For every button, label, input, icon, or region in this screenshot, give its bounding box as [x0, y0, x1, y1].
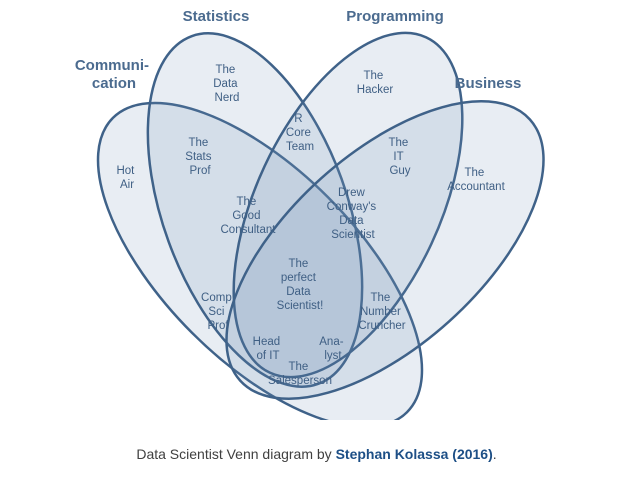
- set-label-business: Business: [455, 75, 522, 92]
- region-analyst: Ana- lyst: [319, 336, 347, 362]
- region-r-core-team: R Core Team: [286, 113, 314, 153]
- set-labels: Communi- cation Statistics Programming B…: [75, 8, 522, 92]
- caption-suffix: .: [492, 446, 497, 462]
- programming-ellipse: [232, 31, 464, 379]
- region-data-nerd: The Data Nerd: [213, 64, 241, 104]
- region-hot-air: Hot Air: [116, 165, 137, 191]
- region-it-guy: The IT Guy: [388, 137, 411, 177]
- communication-ellipse: [96, 101, 424, 420]
- region-labels: The Data Nerd The Hacker Hot Air The Acc…: [116, 64, 505, 387]
- region-accountant: The Accountant: [447, 167, 505, 193]
- region-salesperson: The Salesperson: [268, 361, 332, 387]
- ellipses: [96, 31, 545, 420]
- figure-caption: Data Scientist Venn diagram by Stephan K…: [0, 446, 633, 462]
- region-hacker: The Hacker: [357, 70, 394, 96]
- region-good-consultant: The Good Consultant: [221, 196, 277, 236]
- region-comp-sci-prof: Comp Sci Prof: [201, 292, 235, 332]
- region-number-cruncher: The Number Cruncher: [358, 292, 405, 332]
- region-perfect-data-scientist: The perfect Data Scientist!: [277, 258, 324, 312]
- business-ellipse: [225, 100, 545, 400]
- region-drew-conway: Drew Conway's Data Scientist: [327, 187, 380, 241]
- venn-diagram: Communi- cation Statistics Programming B…: [75, 8, 545, 420]
- caption-prefix: Data Scientist Venn diagram by: [136, 446, 336, 462]
- set-label-statistics: Statistics: [183, 8, 250, 25]
- region-head-of-it: Head of IT: [253, 336, 284, 362]
- set-label-programming: Programming: [346, 8, 444, 25]
- set-label-communication: Communi- cation: [75, 57, 153, 92]
- region-stats-prof: The Stats Prof: [185, 137, 214, 177]
- caption-author-link[interactable]: Stephan Kolassa (2016): [335, 446, 493, 462]
- statistics-ellipse: [146, 32, 364, 388]
